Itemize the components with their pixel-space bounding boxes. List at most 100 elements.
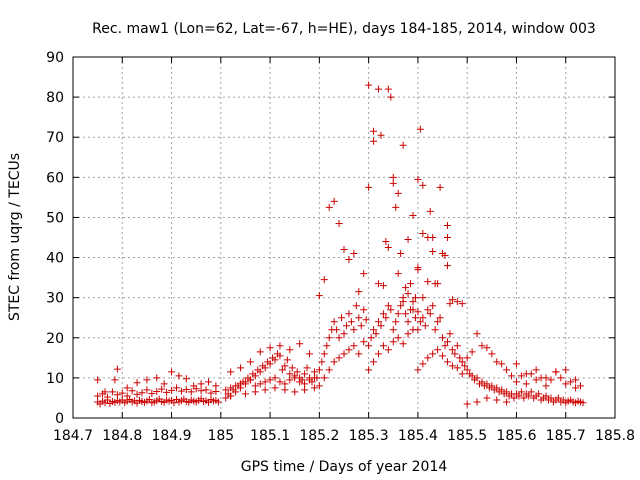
data-point: [493, 396, 501, 404]
data-point: [175, 372, 183, 380]
data-point: [330, 318, 338, 326]
data-point: [562, 380, 570, 388]
data-point: [463, 366, 471, 374]
data-point: [190, 382, 198, 390]
data-point: [291, 388, 299, 396]
x-tick-label: 184.7: [53, 428, 93, 444]
data-point: [320, 276, 328, 284]
data-point: [399, 141, 407, 149]
data-point: [409, 306, 417, 314]
data-point: [355, 350, 363, 358]
data-point: [522, 380, 530, 388]
data-point: [352, 302, 360, 310]
data-point: [232, 382, 240, 390]
y-tick-label: 60: [46, 170, 64, 186]
data-point: [340, 330, 348, 338]
data-point: [214, 398, 222, 406]
data-point: [286, 376, 294, 384]
data-point: [572, 384, 580, 392]
data-point: [365, 366, 373, 374]
data-point: [320, 350, 328, 358]
data-point: [453, 298, 461, 306]
data-point: [478, 378, 486, 386]
data-point: [177, 387, 185, 395]
data-point: [382, 238, 390, 246]
data-point: [227, 384, 235, 392]
data-point: [168, 368, 176, 376]
data-point: [261, 378, 269, 386]
data-point: [419, 229, 427, 237]
data-point: [394, 310, 402, 318]
data-point: [424, 354, 432, 362]
data-point: [251, 382, 259, 390]
data-point: [387, 306, 395, 314]
x-tick-label: 185.1: [250, 428, 290, 444]
data-point: [271, 356, 279, 364]
data-point: [377, 322, 385, 330]
data-point: [246, 358, 254, 366]
data-point: [286, 346, 294, 354]
data-point: [276, 378, 284, 386]
data-point: [306, 350, 314, 358]
data-point: [443, 262, 451, 270]
data-point: [399, 298, 407, 306]
data-point: [133, 390, 141, 398]
data-point: [379, 310, 387, 318]
data-point: [342, 322, 350, 330]
data-point: [436, 183, 444, 191]
data-point: [439, 334, 447, 342]
data-point: [172, 384, 180, 392]
data-point: [310, 384, 318, 392]
data-points: [94, 81, 587, 408]
data-point: [407, 280, 415, 288]
data-point: [463, 400, 471, 408]
data-point: [458, 370, 466, 378]
data-point: [340, 246, 348, 254]
data-point: [394, 189, 402, 197]
data-point: [330, 358, 338, 366]
data-point: [202, 386, 210, 394]
data-point: [111, 376, 119, 384]
data-point: [256, 348, 264, 356]
y-tick-label: 20: [46, 331, 64, 347]
data-point: [357, 322, 365, 330]
data-point: [463, 354, 471, 362]
data-point: [503, 388, 511, 396]
data-point: [266, 376, 274, 384]
data-point: [446, 330, 454, 338]
data-point: [310, 374, 318, 382]
data-point: [276, 342, 284, 350]
data-point: [542, 382, 550, 390]
data-point: [360, 338, 368, 346]
x-tick-label: 185.5: [447, 428, 487, 444]
data-point: [453, 342, 461, 350]
data-point: [441, 342, 449, 350]
data-point: [197, 380, 205, 388]
x-tick-label: 185.7: [546, 428, 586, 444]
data-point: [350, 342, 358, 350]
data-point: [296, 340, 304, 348]
data-point: [251, 372, 259, 380]
data-point: [123, 392, 131, 400]
data-point: [483, 344, 491, 352]
data-point: [512, 378, 520, 386]
data-point: [397, 302, 405, 310]
data-point: [426, 310, 434, 318]
x-axis-label: GPS time / Days of year 2014: [241, 459, 448, 475]
data-point: [532, 366, 540, 374]
data-point: [542, 374, 550, 382]
data-point: [503, 366, 511, 374]
data-point: [293, 368, 301, 376]
data-point: [153, 388, 161, 396]
data-point: [153, 374, 161, 382]
data-point: [148, 390, 156, 398]
y-tick-label: 40: [46, 251, 64, 267]
chart-title: Rec. maw1 (Lon=62, Lat=-67, h=HE), days …: [92, 21, 596, 37]
data-point: [453, 364, 461, 372]
data-point: [266, 360, 274, 368]
data-point: [493, 384, 501, 392]
data-point: [419, 181, 427, 189]
data-point: [271, 384, 279, 392]
data-point: [473, 398, 481, 406]
data-point: [426, 207, 434, 215]
